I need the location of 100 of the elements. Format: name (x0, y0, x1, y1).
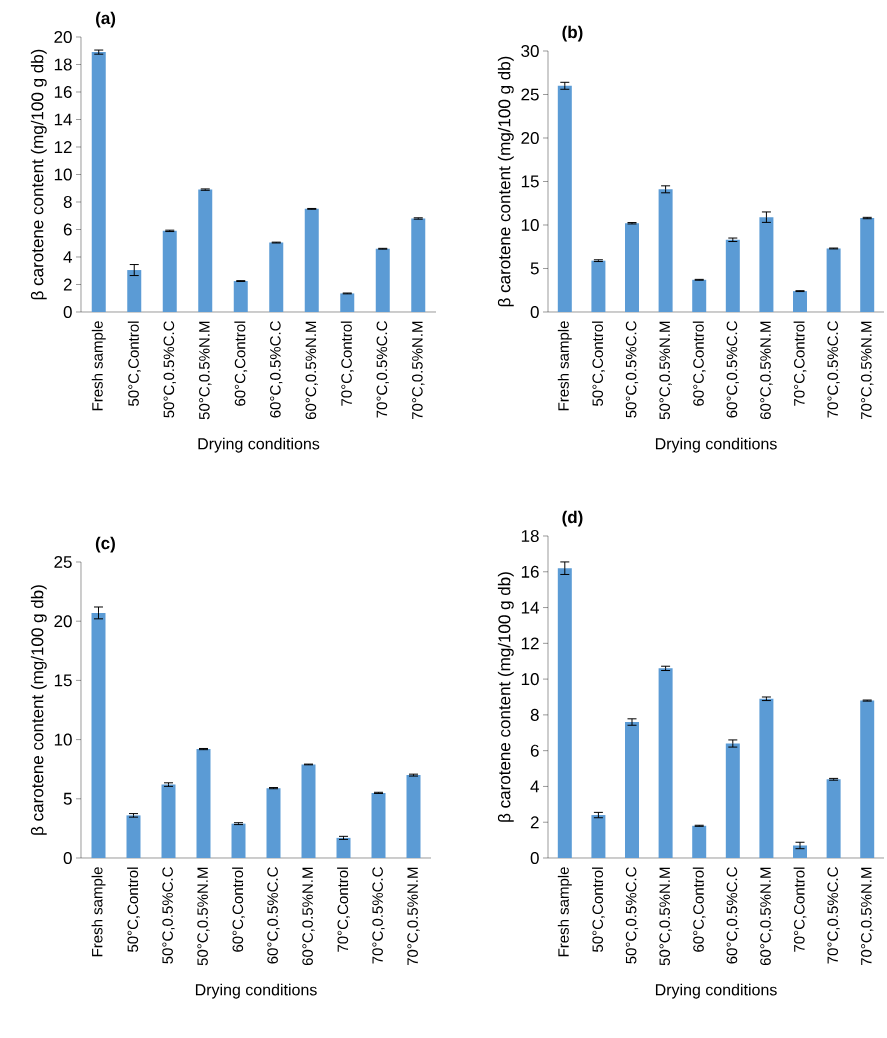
x-axis-title: Drying conditions (655, 983, 777, 999)
x-tick-label: 60°C,0.5%C.C (267, 867, 280, 964)
x-tick-label: 70°C,Control (336, 867, 350, 952)
bar (127, 270, 142, 312)
bar (792, 291, 807, 312)
bar (91, 612, 106, 858)
x-tick-label: 60°C,0.5%N.M (760, 321, 773, 420)
bar (304, 208, 319, 312)
x-tick-label: 70°C,0.5%N.M (860, 867, 874, 966)
bar (692, 825, 707, 858)
x-tick-label: 60°C,0.5%C.C (726, 867, 739, 964)
x-tick-label: 50°C,0.5%N.M (197, 867, 210, 966)
bar (826, 248, 841, 312)
y-tick-label: 16 (521, 565, 539, 578)
y-axis-title: β carotene content (mg/100 g db) (30, 585, 47, 835)
bar (759, 217, 774, 312)
x-tick-label: 70°C,0.5%C.C (372, 867, 385, 964)
chart-title: (d) (562, 510, 583, 527)
bar (269, 242, 284, 312)
x-tick-label: 70°C,0.5%N.M (860, 321, 874, 420)
y-tick-label: 10 (54, 733, 72, 746)
x-tick-label: 60°C,Control (692, 321, 706, 406)
y-tick-label: 10 (54, 168, 72, 181)
y-tick-label: 0 (63, 305, 72, 319)
y-tick-label: 4 (63, 251, 72, 263)
bar (557, 568, 572, 858)
y-tick-label: 10 (521, 673, 539, 686)
bar (591, 260, 606, 312)
bar (371, 792, 386, 858)
bar (233, 281, 248, 312)
x-tick-label: 50°C,Control (591, 867, 605, 952)
x-axis-title: Drying conditions (655, 437, 777, 453)
bar (162, 230, 177, 312)
bar (161, 784, 176, 858)
y-axis-title: β carotene content (mg/100 g db) (30, 49, 47, 300)
y-tick-label: 20 (521, 131, 539, 145)
y-axis-title: β carotene content (mg/100 g db) (497, 572, 514, 822)
y-tick-label: 15 (54, 674, 72, 687)
bar (557, 85, 572, 312)
bar (266, 788, 281, 858)
chart-title: (b) (562, 25, 583, 42)
x-tick-label: Fresh sample (91, 321, 106, 411)
bar (411, 218, 426, 312)
y-tick-label: 20 (54, 615, 72, 628)
y-tick-label: 2 (63, 278, 72, 291)
bar (725, 239, 740, 312)
bar (792, 845, 807, 858)
x-tick-label: 60°C,0.5%N.M (302, 867, 315, 966)
y-tick-label: 0 (530, 851, 539, 865)
bar (826, 779, 841, 858)
x-tick-label: 60°C,0.5%C.C (726, 321, 739, 418)
bar (692, 279, 707, 312)
y-axis-title: β carotene content (mg/100 g db) (497, 56, 514, 307)
bar (231, 823, 246, 858)
bar (196, 749, 211, 858)
bar (624, 223, 639, 312)
y-tick-label: 0 (530, 305, 539, 319)
x-tick-label: 50°C,Control (591, 321, 605, 406)
y-tick-label: 25 (54, 555, 72, 569)
x-tick-label: 50°C,0.5%C.C (162, 867, 175, 964)
y-tick-label: 8 (63, 195, 72, 209)
y-tick-label: 12 (521, 637, 539, 650)
x-axis-title: Drying conditions (198, 437, 320, 453)
y-tick-label: 5 (63, 792, 72, 805)
bar (375, 248, 390, 312)
bar (860, 700, 875, 858)
chart-title: (c) (95, 536, 115, 553)
y-tick-label: 18 (54, 58, 72, 71)
y-tick-label: 10 (521, 218, 539, 232)
y-tick-label: 6 (63, 223, 72, 236)
x-tick-label: 60°C,Control (231, 867, 245, 952)
bar (91, 52, 106, 312)
y-tick-label: 8 (530, 708, 539, 721)
y-tick-label: 12 (54, 141, 72, 153)
bar (340, 293, 355, 312)
y-tick-label: 30 (521, 44, 539, 58)
x-tick-label: 70°C,0.5%C.C (827, 867, 840, 964)
x-tick-label: 60°C,Control (234, 321, 247, 406)
x-tick-label: Fresh sample (91, 867, 106, 957)
y-tick-label: 25 (521, 88, 539, 101)
y-tick-label: 14 (521, 601, 539, 614)
bar (624, 722, 639, 858)
x-tick-label: 60°C,Control (692, 867, 706, 952)
bar (198, 189, 213, 312)
x-tick-label: 70°C,0.5%C.C (376, 321, 389, 418)
x-tick-label: 70°C,0.5%C.C (827, 321, 840, 418)
bar (301, 764, 316, 858)
chart-title: (a) (95, 11, 115, 28)
x-tick-label: 70°C,Control (340, 321, 354, 406)
x-tick-label: 50°C,0.5%C.C (625, 321, 639, 418)
bar (336, 837, 351, 858)
x-tick-label: 50°C,0.5%C.C (625, 867, 639, 964)
bar (658, 189, 673, 312)
bar (860, 218, 875, 312)
bar (591, 815, 606, 858)
x-tick-label: 70°C,Control (793, 867, 807, 952)
x-tick-label: 50°C,Control (126, 867, 140, 952)
x-tick-label: 50°C,0.5%N.M (198, 321, 212, 420)
y-tick-label: 14 (54, 113, 72, 126)
x-tick-label: 60°C,0.5%C.C (269, 321, 283, 418)
